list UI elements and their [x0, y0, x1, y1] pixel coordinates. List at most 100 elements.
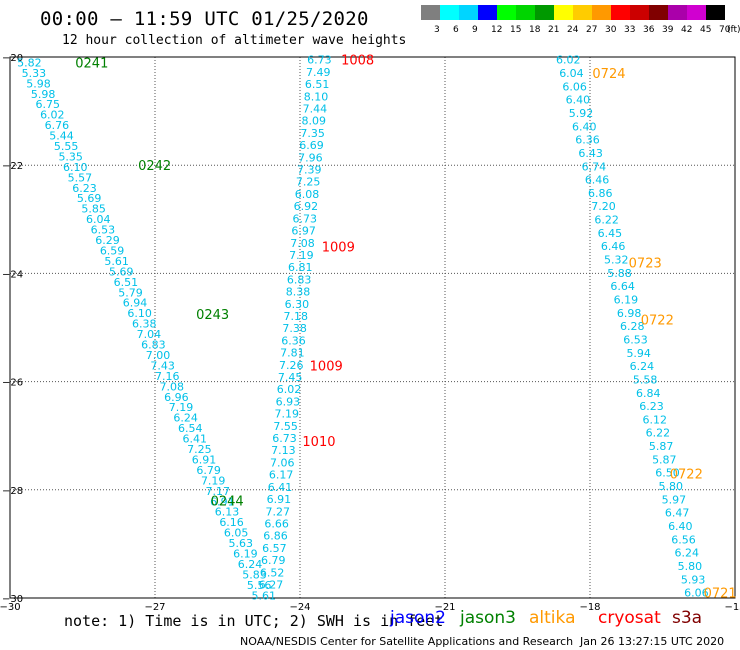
swh-value-label: 5.55: [54, 140, 79, 153]
swh-value-label: 6.66: [264, 517, 289, 530]
swh-value-label: 6.23: [639, 400, 664, 413]
swh-value-label: 6.83: [287, 273, 312, 286]
swh-value-label: 6.30: [285, 298, 310, 311]
swh-value-label: 7.08: [160, 380, 185, 393]
legend-label: 24: [567, 25, 579, 35]
plot-border: [9, 56, 736, 599]
swh-value-label: 6.19: [614, 294, 639, 307]
swh-value-label: 6.93: [276, 395, 301, 408]
swh-value-label: 7.25: [187, 443, 212, 456]
wave-height-values: 5.825.335.985.986.756.026.765.445.555.35…: [17, 54, 708, 603]
swh-value-label: 6.84: [636, 387, 661, 400]
legend-swatch: [554, 5, 573, 20]
legend-swatch: [421, 5, 440, 20]
swh-value-label: 6.24: [630, 360, 655, 373]
legend-swatch: [687, 5, 706, 20]
swh-value-label: 6.04: [559, 67, 584, 80]
swh-value-label: 5.80: [658, 480, 683, 493]
y-tick-label: −22: [2, 161, 23, 172]
swh-value-label: 6.91: [267, 493, 292, 506]
swh-value-label: 7.00: [146, 349, 171, 362]
pass-time-label: 0243: [196, 308, 229, 323]
swh-value-label: 6.74: [582, 160, 607, 173]
pass-time-label: 0723: [629, 257, 662, 272]
satellite-name: s3a: [672, 608, 703, 628]
swh-value-label: 5.63: [229, 537, 254, 550]
legend-label: 70: [719, 25, 731, 35]
swh-value-label: 6.27: [259, 578, 284, 591]
swh-value-label: 7.16: [155, 370, 180, 383]
swh-value-label: 6.86: [263, 530, 288, 543]
swh-value-label: 6.22: [646, 427, 671, 440]
swh-value-label: 7.19: [201, 474, 226, 487]
swh-value-label: 5.32: [604, 254, 629, 267]
legend-label: 45: [700, 25, 712, 35]
swh-value-label: 7.19: [274, 408, 299, 421]
swh-value-label: 7.06: [270, 456, 295, 469]
swh-value-label: 7.26: [279, 359, 304, 372]
swh-value-label: 6.22: [594, 214, 619, 227]
satellite-name: jason3: [460, 608, 516, 628]
swh-value-label: 7.19: [289, 249, 314, 262]
swh-value-label: 6.12: [642, 413, 667, 426]
swh-value-label: 8.10: [304, 90, 329, 103]
legend-swatch: [668, 5, 687, 20]
pass-time-label: 0242: [138, 159, 171, 174]
swh-value-label: 6.16: [219, 516, 244, 529]
legend-label: 30: [605, 25, 617, 35]
swh-value-label: 6.24: [238, 558, 263, 571]
swh-value-label: 6.24: [173, 412, 198, 425]
swh-value-label: 6.92: [294, 200, 319, 213]
legend-swatch: [459, 5, 478, 20]
swh-value-label: 6.10: [63, 161, 88, 174]
swh-value-label: 5.98: [31, 88, 56, 101]
legend-swatch: [630, 5, 649, 20]
pass-time-label: 1010: [302, 435, 335, 450]
swh-value-label: 6.46: [601, 240, 626, 253]
swh-value-label: 5.69: [109, 265, 134, 278]
x-tick-label: −15: [724, 602, 740, 613]
swh-value-label: 7.20: [591, 200, 616, 213]
swh-value-label: 6.45: [598, 227, 623, 240]
swh-value-label: 5.58: [633, 373, 658, 386]
swh-value-label: 5.92: [569, 107, 594, 120]
y-tick-label: −26: [2, 378, 23, 389]
swh-value-label: 5.94: [626, 347, 651, 360]
legend-swatch: [535, 5, 554, 20]
swh-value-label: 6.51: [305, 78, 330, 91]
legend-label: 18: [529, 25, 541, 35]
satellite-name: altika: [529, 608, 576, 628]
satellite-name: cryosat: [598, 608, 661, 628]
legend-label: 33: [624, 25, 636, 35]
swh-value-label: 6.79: [261, 554, 286, 567]
legend-swatch: [478, 5, 497, 20]
swh-value-label: 6.28: [620, 320, 645, 333]
swh-value-label: 7.17: [206, 485, 231, 498]
pass-time-label: 0722: [641, 313, 674, 328]
swh-value-label: 7.43: [150, 359, 175, 372]
swh-value-label: 7.13: [271, 444, 296, 457]
swh-value-label: 6.47: [665, 507, 690, 520]
swh-value-label: 6.13: [215, 506, 240, 519]
axis-ticks: −30 −27 −24 −21 −18 −15 −20 −22 −24 −26 −28 −30: [0, 53, 740, 613]
swh-value-label: 7.44: [303, 103, 328, 116]
swh-value-label: 6.43: [578, 147, 603, 160]
swh-value-label: 7.45: [278, 371, 303, 384]
swh-value-label: 6.91: [192, 453, 217, 466]
swh-value-label: 5.61: [104, 255, 129, 268]
legend-label: 3: [434, 25, 440, 35]
swh-value-label: 5.79: [118, 286, 143, 299]
legend-swatch: [611, 5, 630, 20]
swh-value-label: 6.52: [260, 566, 285, 579]
swh-value-label: 6.56: [671, 533, 696, 546]
satellite-name: jason2: [390, 608, 446, 628]
swh-value-label: 6.79: [196, 464, 221, 477]
swh-value-label: 6.59: [100, 244, 125, 257]
swh-value-label: 5.97: [662, 493, 687, 506]
swh-value-label: 6.73: [307, 54, 332, 67]
y-tick-label: −24: [2, 269, 23, 280]
pass-time-label: 1009: [310, 359, 343, 374]
swh-value-label: 6.54: [178, 422, 203, 435]
swh-value-label: 5.80: [678, 560, 703, 573]
swh-value-label: 6.98: [617, 307, 642, 320]
